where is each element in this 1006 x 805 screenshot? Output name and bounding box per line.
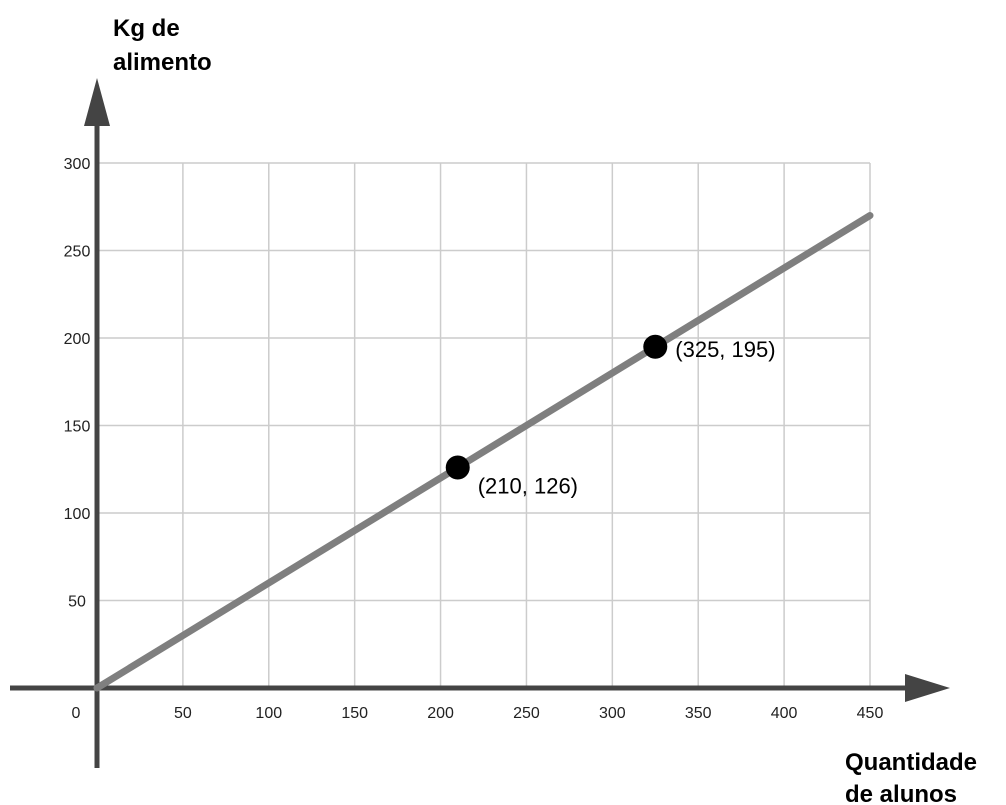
x-axis-title-line-1: Quantidade [845, 749, 977, 776]
x-axis-title: Quantidade de alunos [845, 749, 984, 805]
data-point [643, 334, 668, 359]
x-tick-label: 50 [174, 705, 192, 722]
tick-labels: 0 50 100 150 200 250 300 350 400 450 50 100 150 200 2… [64, 156, 884, 722]
x-tick-label: 200 [427, 705, 454, 722]
series-line [93, 212, 874, 692]
origin-label: 0 [72, 705, 81, 722]
y-tick-label: 300 [64, 156, 91, 173]
series [93, 212, 874, 692]
x-tick-label: 150 [341, 705, 368, 722]
y-axis-title-line-1: Kg de [113, 15, 180, 42]
x-tick-label: 300 [599, 705, 626, 722]
data-point-label: (325, 195) [675, 337, 775, 362]
y-axis-title: Kg de alimento [113, 15, 212, 76]
x-tick-label: 450 [857, 705, 884, 722]
y-tick-label: 250 [64, 244, 91, 261]
y-axis-title-line-2: alimento [113, 49, 212, 76]
y-tick-label: 150 [64, 419, 91, 436]
data-point [445, 455, 470, 480]
y-tick-label: 200 [64, 331, 91, 348]
x-tick-label: 250 [513, 705, 540, 722]
x-axis-arrow-icon [905, 674, 950, 702]
axis-titles: Kg de alimento Quantidade de alunos [113, 15, 984, 805]
points: (210, 126) (325, 195) [445, 334, 776, 499]
x-tick-label: 100 [255, 705, 282, 722]
axes [10, 78, 950, 768]
x-axis-title-line-2: de alunos [845, 781, 957, 805]
x-tick-label: 350 [685, 705, 712, 722]
x-tick-label: 400 [771, 705, 798, 722]
y-tick-label: 50 [68, 594, 86, 611]
data-point-label: (210, 126) [478, 474, 578, 499]
y-axis-arrow-icon [84, 78, 110, 126]
y-tick-label: 100 [64, 506, 91, 523]
grid [97, 162, 871, 688]
